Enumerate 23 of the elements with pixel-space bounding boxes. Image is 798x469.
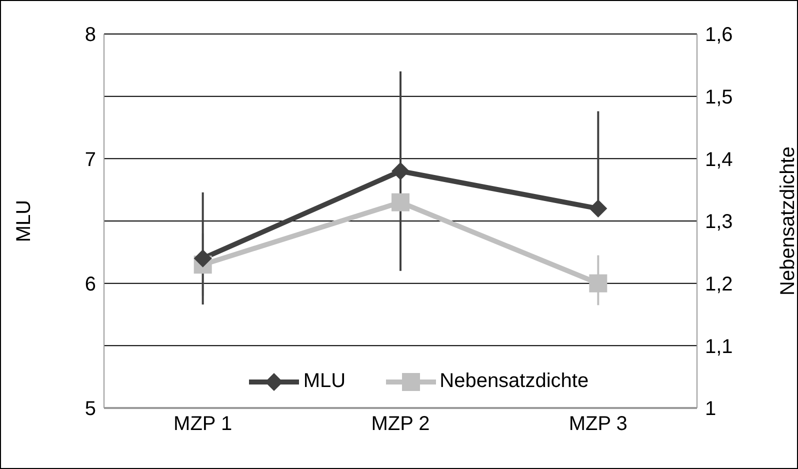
y-tick-label: 8 — [84, 24, 96, 46]
y2-tick-label: 1,5 — [705, 86, 733, 108]
point — [589, 274, 608, 292]
legend-label: Nebensatzdichte — [440, 370, 589, 393]
point — [589, 200, 608, 218]
y2-tick-label: 1,1 — [705, 336, 733, 358]
y2-tick-label: 1,6 — [705, 24, 733, 46]
point — [392, 162, 410, 180]
y2-axis-title: Nebensatzdichte — [777, 146, 798, 296]
x-tick-label: MZP 3 — [568, 413, 628, 436]
y-tick-label: 7 — [84, 148, 96, 171]
y2-tick-label: 1,2 — [705, 273, 733, 296]
y-tick-label: 5 — [84, 398, 96, 420]
y-axis-title: MLU — [13, 200, 36, 242]
y2-tick-label: 1,3 — [705, 211, 733, 234]
legend-label: MLU — [303, 370, 346, 393]
point — [392, 193, 410, 212]
x-tick-label: MZP 1 — [174, 413, 232, 436]
x-tick-label: MZP 2 — [371, 413, 430, 436]
y2-tick-label: 1,4 — [705, 148, 733, 171]
y-tick-label: 6 — [84, 273, 96, 296]
y2-tick-label: 1 — [705, 398, 716, 420]
point — [194, 249, 212, 268]
